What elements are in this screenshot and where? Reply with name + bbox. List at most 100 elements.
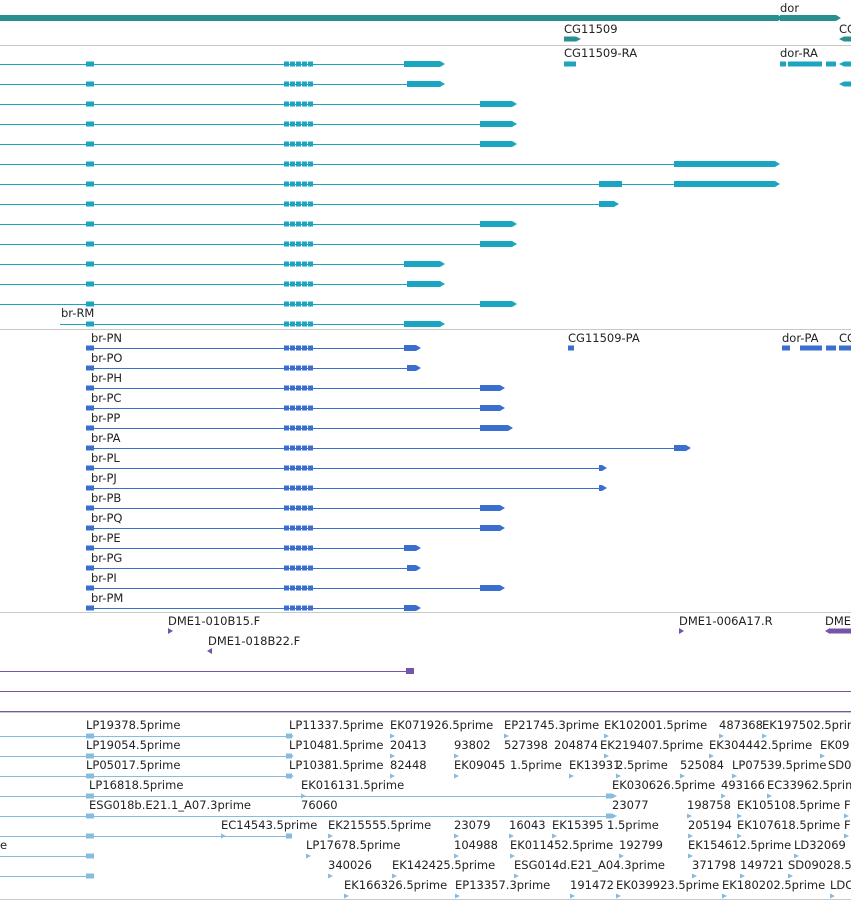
est-arrow[interactable] <box>719 733 724 739</box>
transcript-exon[interactable] <box>86 241 94 247</box>
est-label[interactable]: EK105108.5prime <box>737 798 841 812</box>
est-label[interactable]: EK011452.5prime <box>510 838 614 852</box>
est-arrow[interactable] <box>794 853 799 859</box>
protein-exon[interactable] <box>308 485 313 491</box>
est-label[interactable]: 16043 <box>509 818 546 832</box>
transcript-exon[interactable] <box>284 221 289 227</box>
est-label[interactable]: EK039923.5prime <box>616 878 720 892</box>
est-arrow[interactable] <box>762 733 767 739</box>
protein-exon[interactable] <box>296 345 301 351</box>
transcript-exon[interactable] <box>296 281 301 287</box>
est-arrow[interactable] <box>688 833 693 839</box>
est-arrow[interactable] <box>390 773 395 779</box>
transcript-exon-large[interactable] <box>407 81 440 87</box>
protein-label-br-pl[interactable]: br-PL <box>91 451 120 465</box>
est-label[interactable]: 2.5prime <box>616 758 668 772</box>
clone-label[interactable]: DME1-018B22.F <box>208 634 301 648</box>
protein-exon[interactable] <box>296 585 301 591</box>
est-arrow[interactable] <box>454 853 459 859</box>
protein-exon-large[interactable] <box>480 425 508 431</box>
protein-exon[interactable] <box>290 405 295 411</box>
transcript-exon[interactable] <box>302 101 307 107</box>
protein-exon[interactable] <box>296 565 301 571</box>
protein-exon[interactable] <box>302 425 307 431</box>
est-label[interactable]: ESG018b.E21.1_A07.3prime <box>89 798 251 812</box>
protein-cg[interactable] <box>839 345 851 351</box>
est-block[interactable] <box>86 793 94 799</box>
est-block[interactable] <box>86 753 94 759</box>
gene-glyph-br[interactable] <box>0 15 778 21</box>
protein-exon-large[interactable] <box>599 485 602 491</box>
transcript-exon[interactable] <box>284 181 289 187</box>
protein-label-br-pq[interactable]: br-PQ <box>91 511 123 525</box>
est-arrow[interactable] <box>612 793 617 799</box>
est-arrow[interactable] <box>289 753 294 759</box>
transcript-exon[interactable] <box>86 121 94 127</box>
transcript-exon[interactable] <box>302 281 307 287</box>
est-label[interactable]: EK166326.5prime <box>344 878 448 892</box>
est-block[interactable] <box>86 833 94 839</box>
est-label[interactable]: LP16818.5prime <box>89 778 184 792</box>
transcript-dor-ra[interactable] <box>826 61 836 67</box>
est-arrow[interactable] <box>788 873 793 879</box>
protein-exon-large[interactable] <box>480 405 500 411</box>
protein-exon[interactable] <box>290 385 295 391</box>
est-arrow[interactable] <box>709 753 714 759</box>
protein-exon[interactable] <box>302 365 307 371</box>
transcript-exon-large[interactable] <box>480 121 512 127</box>
gene-label-cg[interactable]: CG <box>839 22 851 36</box>
est-arrow[interactable] <box>688 853 693 859</box>
est-label[interactable]: 82448 <box>390 758 427 772</box>
protein-exon[interactable] <box>284 585 289 591</box>
transcript-exon[interactable] <box>284 261 289 267</box>
est-arrow[interactable] <box>552 833 557 839</box>
protein-exon[interactable] <box>86 585 94 591</box>
protein-exon[interactable] <box>86 545 94 551</box>
est-label[interactable]: EK142425.5prime <box>392 858 496 872</box>
transcript-strand-arrow[interactable] <box>512 221 517 227</box>
est-label[interactable]: LP10481.5prime <box>289 738 384 752</box>
protein-exon[interactable] <box>284 525 289 531</box>
est-label[interactable]: EC33962.5prime <box>767 778 851 792</box>
gene-strand-arrow[interactable] <box>836 15 841 21</box>
protein-exon[interactable] <box>284 545 289 551</box>
transcript-strand-arrow[interactable] <box>440 321 445 327</box>
transcript-exon[interactable] <box>296 61 301 67</box>
gene-strand-arrow[interactable] <box>576 36 581 42</box>
protein-exon[interactable] <box>308 585 313 591</box>
protein-exon-large[interactable] <box>480 505 500 511</box>
transcript-exon[interactable] <box>302 301 307 307</box>
protein-exon-large[interactable] <box>674 445 686 451</box>
transcript-exon[interactable] <box>290 281 295 287</box>
protein-label-br-pn[interactable]: br-PN <box>91 331 122 345</box>
transcript-exon[interactable] <box>296 141 301 147</box>
est-label[interactable]: EP21745.3prime <box>504 718 600 732</box>
est-label[interactable]: LP17678.5prime <box>306 838 401 852</box>
clone-glyph[interactable] <box>207 648 212 654</box>
est-label[interactable]: 493166 <box>721 778 765 792</box>
protein-exon-large[interactable] <box>404 605 416 611</box>
protein-exon[interactable] <box>296 445 301 451</box>
protein-exon[interactable] <box>284 465 289 471</box>
est-label[interactable]: 23079 <box>454 818 491 832</box>
transcript-exon[interactable] <box>302 61 307 67</box>
protein-exon[interactable] <box>86 365 94 371</box>
protein-label-br-pe[interactable]: br-PE <box>91 531 121 545</box>
protein-exon[interactable] <box>290 345 295 351</box>
transcript-exon[interactable] <box>290 261 295 267</box>
protein-exon[interactable] <box>308 565 313 571</box>
est-arrow[interactable] <box>569 773 574 779</box>
protein-exon-large[interactable] <box>599 465 602 471</box>
transcript-exon[interactable] <box>308 101 313 107</box>
protein-exon-large[interactable] <box>480 585 500 591</box>
protein-exon[interactable] <box>302 585 307 591</box>
transcript-exon-large[interactable] <box>674 161 775 167</box>
protein-exon[interactable] <box>296 505 301 511</box>
est-label[interactable]: EK154612.5prime <box>688 838 792 852</box>
est-arrow[interactable] <box>619 853 624 859</box>
transcript-strand-arrow[interactable] <box>614 201 619 207</box>
protein-exon[interactable] <box>302 385 307 391</box>
protein-exon[interactable] <box>290 425 295 431</box>
protein-exon[interactable] <box>86 385 94 391</box>
transcript-exon[interactable] <box>302 221 307 227</box>
